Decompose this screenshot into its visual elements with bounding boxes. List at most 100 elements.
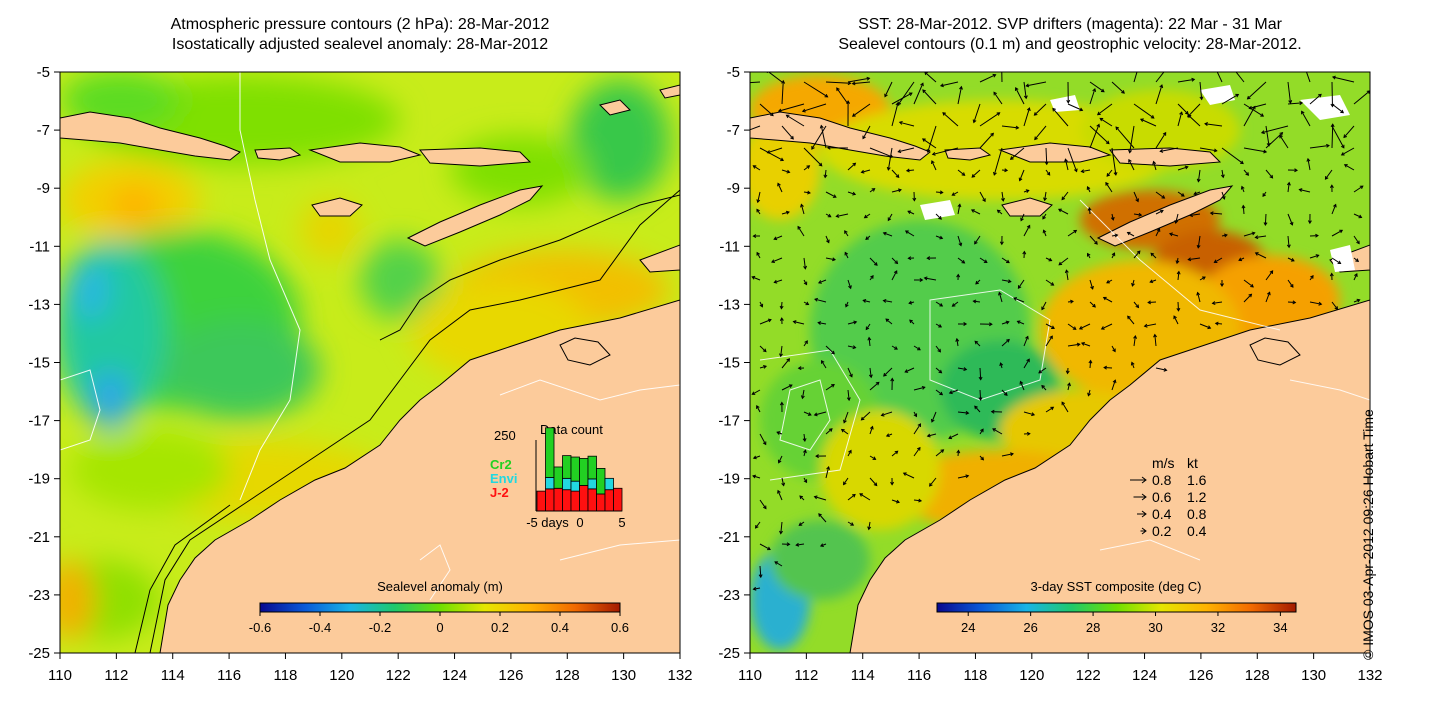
colorbar-tick-label: 0.6 xyxy=(611,620,629,635)
right-xtick-label: 118 xyxy=(963,667,987,684)
colorbar-tick-label: 32 xyxy=(1211,620,1225,635)
left-xtick-label: 114 xyxy=(161,667,185,684)
left-ytick-label: -23 xyxy=(28,587,50,604)
right-xtick-label: 116 xyxy=(907,667,931,684)
inset-ymax-label: 250 xyxy=(494,428,516,443)
right-ytick-label: -11 xyxy=(719,238,740,255)
colorbar-tick-label: -0.4 xyxy=(309,620,331,635)
data-count-bar xyxy=(545,477,555,490)
inset-xtick-label: days xyxy=(541,515,569,530)
data-count-bar xyxy=(587,478,597,490)
velocity-header-kt: kt xyxy=(1187,455,1198,471)
sumba-island-right xyxy=(1001,197,1053,217)
right-panel-title: SST: 28-Mar-2012. SVP drifters (magenta)… xyxy=(720,15,1420,55)
right-xtick-label: 124 xyxy=(1132,667,1157,684)
bali-lombok-islands-right xyxy=(944,147,992,161)
java-island xyxy=(60,111,241,161)
data-count-bar xyxy=(570,456,580,482)
data-count-bar xyxy=(613,487,623,512)
inset-legend-envi: Envi xyxy=(490,471,517,486)
data-count-bar xyxy=(536,490,546,512)
velocity-kt-value: 0.8 xyxy=(1187,506,1207,522)
left-xtick-label: 132 xyxy=(667,667,692,684)
left-ytick-label: -5 xyxy=(37,64,50,81)
data-count-bar xyxy=(604,477,614,491)
data-count-bar xyxy=(553,487,563,512)
inset-legend-j-2: J-2 xyxy=(490,485,509,500)
right-xtick-label: 126 xyxy=(1188,667,1213,684)
sealevel-colorbar-label: Sealevel anomaly (m) xyxy=(377,579,503,594)
right-ytick-label: -7 xyxy=(727,122,740,139)
tanimbar-islands xyxy=(659,84,680,99)
sealevel-contours xyxy=(759,199,1370,561)
right-ytick-label: -9 xyxy=(727,180,740,197)
left-ytick-label: -9 xyxy=(37,180,50,197)
timor-island xyxy=(406,185,544,247)
colorbar-tick-label: 24 xyxy=(961,620,975,635)
flores-island xyxy=(419,147,532,167)
right-ytick-label: -19 xyxy=(718,471,740,488)
sst-map xyxy=(749,71,1371,654)
australia-landmass-right xyxy=(849,299,1370,653)
left-xtick-label: 124 xyxy=(442,667,467,684)
velocity-ms-value: 0.2 xyxy=(1152,523,1172,539)
right-xtick-label: 112 xyxy=(794,667,818,684)
left-ytick-label: -25 xyxy=(28,645,50,662)
geostrophic-velocity-vectors xyxy=(750,72,1370,591)
data-count-bar xyxy=(553,466,563,489)
colorbar-tick-label: 30 xyxy=(1148,620,1162,635)
sealevel-colorbar-bar xyxy=(259,602,621,613)
sst-colorbar: 3-day SST composite (deg C) 24 26 28 30 32 34 xyxy=(936,579,1297,635)
copyright-label: © IMOS 03-Apr-2012 09:26 Hobart Time xyxy=(1360,409,1376,660)
right-title-line1: SST: 28-Mar-2012. SVP drifters (magenta)… xyxy=(858,16,1282,33)
sealevel-colorbar: Sealevel anomaly (m) -0.6 -0.4 -0.2 0 0.2 0.4… xyxy=(249,579,629,635)
timor-island-right xyxy=(1096,185,1234,247)
right-ytick-label: -13 xyxy=(718,296,740,313)
colorbar-tick-label: 0 xyxy=(436,620,443,635)
bathymetry-contours xyxy=(134,189,680,653)
right-xtick-label: 114 xyxy=(851,667,875,684)
sealevel-anomaly-map xyxy=(59,71,681,654)
right-xtick-label: 110 xyxy=(738,667,762,684)
left-ytick-label: -15 xyxy=(28,355,50,372)
left-axes: 110 112 114 116 118 120 122 124 126 128 130 132 -5 -7… xyxy=(28,64,692,684)
left-ytick-label: -11 xyxy=(29,238,50,255)
data-count-bar xyxy=(562,477,572,491)
cloud-mask xyxy=(920,85,1355,272)
velocity-kt-value: 1.2 xyxy=(1187,489,1207,505)
right-xtick-label: 130 xyxy=(1301,667,1326,684)
data-count-bar xyxy=(596,467,606,495)
left-ytick-label: -7 xyxy=(37,122,50,139)
joseph-bonaparte-coast xyxy=(559,337,611,366)
left-ytick-label: -21 xyxy=(28,529,50,546)
colorbar-tick-label: 0.4 xyxy=(551,620,569,635)
left-xtick-label: 112 xyxy=(104,667,128,684)
right-ytick-label: -5 xyxy=(727,64,740,81)
left-ytick-label: -19 xyxy=(28,471,50,488)
right-ytick-label: -21 xyxy=(718,529,740,546)
left-xtick-label: 128 xyxy=(555,667,580,684)
right-xtick-label: 122 xyxy=(1076,667,1101,684)
velocity-kt-value: 0.4 xyxy=(1187,523,1207,539)
data-count-bar xyxy=(604,489,614,512)
right-ytick-label: -25 xyxy=(718,645,740,662)
joseph-bonaparte-coast-right xyxy=(1249,337,1301,366)
left-xtick-label: 122 xyxy=(386,667,411,684)
inset-legend-cr2: Cr2 xyxy=(490,457,512,472)
colorbar-tick-label: 0.2 xyxy=(491,620,509,635)
data-count-bar xyxy=(570,480,580,492)
data-count-bar xyxy=(579,458,589,486)
left-panel-title: Atmospheric pressure contours (2 hPa): 2… xyxy=(0,15,720,55)
data-count-bar xyxy=(545,427,555,478)
left-title-line2: Isostatically adjusted sealevel anomaly:… xyxy=(171,36,549,53)
sst-colorbar-bar xyxy=(936,602,1297,613)
sealevel-anomaly-field xyxy=(60,72,670,640)
left-title-line1: Atmospheric pressure contours (2 hPa): 2… xyxy=(170,16,550,33)
data-count-bar xyxy=(562,489,572,512)
pressure-contours xyxy=(60,72,680,601)
right-xtick-label: 120 xyxy=(1019,667,1044,684)
colorbar-tick-label: 26 xyxy=(1023,620,1037,635)
left-xtick-label: 116 xyxy=(217,667,241,684)
